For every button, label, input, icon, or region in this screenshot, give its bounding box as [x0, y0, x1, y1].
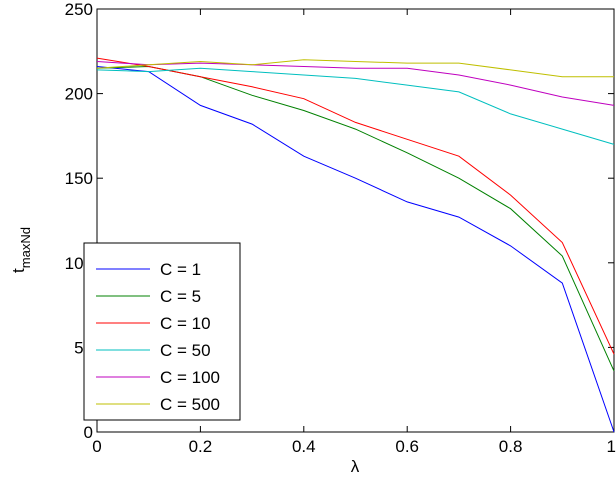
y-axis-label: tmaxNd [9, 227, 33, 273]
x-tick-label: 1 [607, 437, 616, 456]
x-tick-label: 0.2 [189, 437, 213, 456]
x-axis-label: λ [351, 457, 360, 476]
axis-ticks [96, 8, 615, 433]
series-lines [96, 57, 615, 433]
y-tick-label: 150 [65, 169, 93, 188]
legend-entry-label: C = 500 [160, 395, 220, 414]
x-tick-label: 0 [92, 437, 101, 456]
x-tick-label: 0.6 [395, 437, 419, 456]
y-tick-label: 200 [65, 85, 93, 104]
series-line-6 [96, 59, 614, 78]
x-tick-label: 0.8 [499, 437, 523, 456]
tick-labels: 00.20.40.60.81050100150200250 [65, 0, 616, 456]
legend-entry-label: C = 10 [160, 314, 211, 333]
y-tick-label: 0 [84, 423, 93, 442]
y-axis-label-main: t [9, 268, 28, 273]
legend-entry-label: C = 5 [160, 287, 201, 306]
series-line-4 [96, 67, 615, 145]
y-axis-label-sub: maxNd [18, 227, 33, 268]
legend-entry-label: C = 50 [160, 341, 211, 360]
y-tick-label: 250 [65, 0, 93, 19]
legend-entry-label: C = 100 [160, 368, 220, 387]
series-line-5 [96, 61, 615, 106]
legend-box [83, 242, 241, 421]
legend: C = 1 C = 5 C = 10 C = 50 C = 100 C = 500 [83, 242, 241, 421]
series-line-1 [96, 66, 615, 433]
legend-entry-label: C = 1 [160, 260, 201, 279]
series-line-3 [96, 57, 615, 355]
x-tick-label: 0.4 [292, 437, 316, 456]
